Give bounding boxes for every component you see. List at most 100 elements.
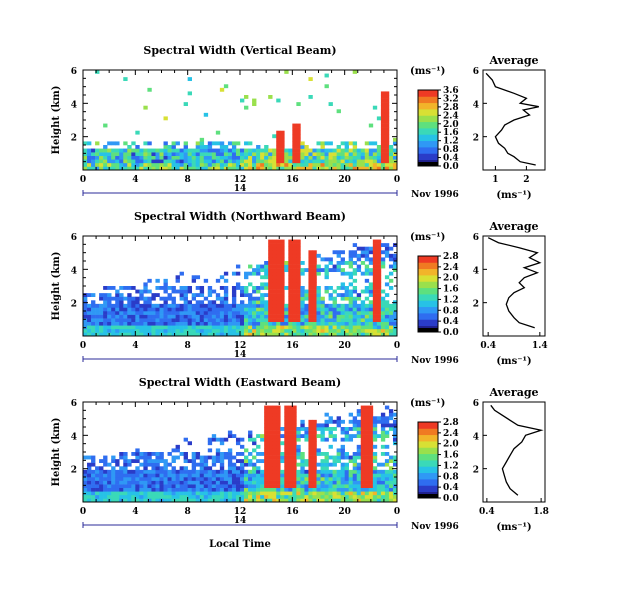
heatmap-cell (191, 278, 197, 283)
heatmap-cell (348, 487, 354, 492)
heatmap-cell (320, 152, 325, 157)
heatmap-cell (99, 480, 104, 485)
heatmap-cell (276, 145, 281, 149)
heatmap-cell (195, 152, 201, 157)
date-label: Nov 1996 (411, 522, 459, 532)
heatmap-cell (264, 430, 269, 435)
heatmap-cell (328, 162, 333, 167)
heatmap-cell (183, 455, 188, 460)
heatmap-cell (167, 314, 172, 319)
average-y-tick-label: 2 (473, 300, 479, 310)
heatmap-cell (223, 469, 229, 474)
heatmap-cell (227, 162, 233, 167)
heatmap-cell (284, 448, 289, 453)
heatmap-cell (260, 487, 265, 492)
heatmap-cell (384, 275, 390, 280)
heatmap-cell (316, 155, 321, 160)
heatmap-cell (372, 416, 378, 421)
heatmap-cell (147, 300, 152, 305)
heatmap-cell (372, 455, 378, 460)
heatmap-cell (191, 469, 197, 474)
heatmap-cell (171, 487, 176, 492)
heatmap-cell (384, 487, 390, 492)
heatmap-cell (324, 459, 329, 464)
heatmap-cell (300, 491, 305, 496)
heatmap-cell (296, 162, 301, 167)
heatmap-cell (135, 166, 140, 171)
heatmap-cell (384, 459, 390, 464)
heatmap-cell (264, 423, 269, 428)
heatmap-cell (300, 261, 305, 265)
heatmap-cell (296, 253, 301, 258)
heatmap-cell (280, 307, 285, 312)
heatmap-cell (240, 98, 245, 103)
heatmap-cell (91, 159, 96, 164)
heatmap-cell (195, 480, 201, 485)
heatmap-cell (356, 328, 362, 333)
heatmap-cell (352, 155, 358, 160)
heatmap-cell (260, 469, 265, 474)
heatmap-cell (340, 321, 345, 326)
heatmap-cell (344, 307, 349, 312)
heatmap-cell (308, 289, 313, 294)
heatmap-cell (115, 303, 120, 308)
heatmap-cell (296, 289, 301, 294)
heatmap-cell (139, 155, 144, 160)
heatmap-cell (284, 498, 289, 503)
heatmap-cell (284, 477, 289, 481)
heatmap-cell (312, 419, 317, 424)
heatmap-cell (388, 466, 394, 471)
heatmap-cell (235, 303, 241, 308)
heatmap-cell (364, 430, 370, 435)
heatmap-cell (223, 452, 229, 456)
heatmap-cell (235, 314, 241, 319)
heatmap-cell (276, 268, 281, 273)
heatmap-cell (376, 162, 382, 167)
heatmap-cell (268, 444, 273, 449)
heatmap-cell (256, 491, 261, 496)
heatmap-cell (123, 328, 128, 333)
heatmap-cell (308, 152, 313, 157)
heatmap-cell (336, 264, 341, 269)
heatmap-cell (147, 459, 152, 464)
heatmap-cell (135, 314, 140, 319)
heatmap-cell (300, 455, 305, 460)
heatmap-cell (107, 162, 112, 167)
heatmap-cell (284, 423, 289, 428)
heatmap-cell (211, 328, 217, 333)
average-title: Average (488, 386, 538, 399)
heatmap-cell (215, 307, 221, 312)
heatmap-cell (91, 455, 96, 460)
heatmap-cell (308, 77, 313, 82)
heatmap-cell (372, 325, 378, 330)
heatmap-cell (352, 289, 358, 294)
heatmap-cell (252, 328, 257, 333)
heatmap-cell (87, 455, 92, 460)
heatmap-cell (348, 477, 354, 481)
heatmap-cell (272, 469, 277, 474)
heatmap-cell (215, 494, 221, 499)
heatmap-cell (199, 286, 205, 290)
heatmap-cell (272, 448, 277, 453)
heatmap-cell (199, 318, 205, 323)
heatmap-cell (159, 286, 164, 290)
heatmap-cell (344, 286, 349, 290)
heatmap-cell (183, 286, 188, 290)
heatmap-cell (268, 480, 273, 485)
heatmap-cell (380, 469, 386, 474)
heatmap-cell (284, 452, 289, 456)
heatmap-cell (288, 430, 293, 435)
heatmap-cell (235, 307, 241, 312)
heatmap-cell (240, 318, 245, 323)
heatmap-cell (199, 477, 205, 481)
heatmap-cell (296, 134, 301, 139)
heatmap-cell (227, 466, 233, 471)
heatmap-cell (231, 286, 237, 290)
heatmap-cell (304, 469, 309, 474)
heatmap-cell (231, 498, 237, 503)
heatmap-cell (384, 419, 390, 424)
heatmap-cell (296, 268, 301, 273)
heatmap-cell (304, 328, 309, 333)
heatmap-cell (159, 466, 164, 471)
heatmap-cell (163, 303, 168, 308)
